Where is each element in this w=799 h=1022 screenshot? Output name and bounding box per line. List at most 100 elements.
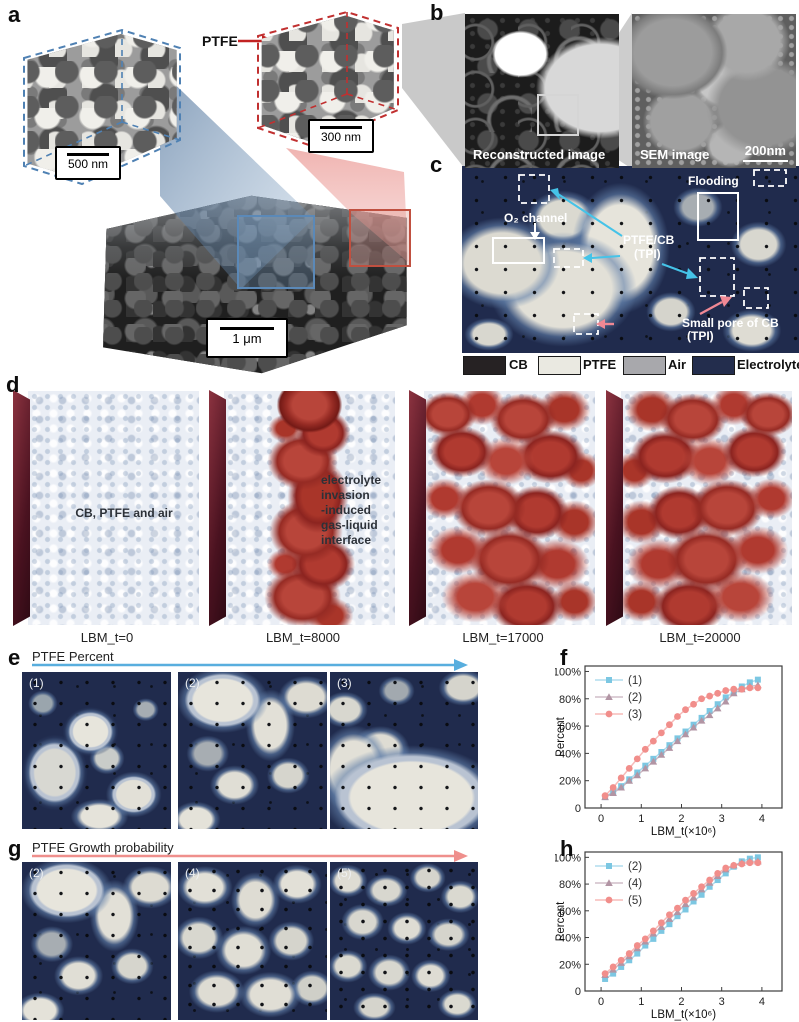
percent-chart-h: 0 1 2 3 4 0 20% 40% 60% 80% 100% LBM_t(×10⁶) Percent…	[555, 851, 783, 1021]
image-tag: (2)	[29, 866, 44, 880]
phase-legend: CB PTFE Air Electrolyte	[462, 355, 799, 375]
svg-text:(2): (2)	[628, 861, 642, 873]
panel-a-label: a	[8, 2, 21, 27]
ptfe-cb-label: PTFE/CB	[623, 233, 675, 247]
lbm-note: electrolyte invasion -induced gas-liquid…	[321, 473, 382, 547]
lbm-frame-t17000: LBM_t=17000	[409, 388, 597, 648]
svg-text:0: 0	[598, 813, 604, 825]
ptfe-label: PTFE	[583, 357, 617, 372]
microstructure-image-g2: (2)	[22, 862, 171, 1020]
image-tag: (3)	[337, 676, 352, 690]
svg-text:4: 4	[759, 996, 765, 1008]
svg-text:100%: 100%	[555, 666, 581, 678]
lbm-caption: LBM_t=17000	[462, 630, 544, 645]
svg-text:20%: 20%	[559, 959, 581, 971]
scalebar-1um: 1 μm	[206, 318, 288, 358]
inlet-wall	[209, 390, 226, 626]
microstructure-image-g4: (4)	[178, 862, 327, 1020]
svg-text:(3): (3)	[628, 709, 642, 721]
svg-text:(2): (2)	[628, 692, 642, 704]
panel-f-label: f	[560, 645, 568, 670]
lbm-caption: LBM_t=20000	[659, 630, 741, 645]
electrolyte-label: Electrolyte	[737, 357, 799, 372]
lbm-volume-texture	[28, 391, 199, 625]
lbm-volume-texture	[621, 391, 792, 625]
lbm-frame-t0: CB, PTFE and air LBM_t=0	[13, 388, 201, 648]
lbm-volume-texture	[224, 391, 395, 625]
svg-text:Percent: Percent	[555, 716, 567, 756]
electrolyte-swatch	[692, 356, 735, 375]
svg-text:1: 1	[638, 996, 644, 1008]
scalebar-label: 1 μm	[232, 330, 262, 346]
inlet-wall	[606, 390, 623, 626]
svg-text:2: 2	[678, 996, 684, 1008]
reconstructed-image-caption: Reconstructed image	[473, 147, 606, 162]
svg-text:3: 3	[719, 996, 725, 1008]
gray-wedge-to-panel-b	[402, 13, 465, 169]
growth-probability-arrow	[32, 850, 468, 862]
image-tag: (5)	[337, 866, 352, 880]
svg-text:LBM_t(×10⁶): LBM_t(×10⁶)	[651, 826, 716, 838]
microstructure-image-3: (3)	[330, 672, 478, 829]
svg-text:4: 4	[759, 813, 765, 825]
scalebar-line	[220, 327, 274, 330]
scalebar-line	[66, 153, 110, 156]
microstructure-image-1: (1)	[22, 672, 171, 829]
ptfe-swatch	[538, 356, 581, 375]
electrolyte-blobs	[621, 391, 792, 625]
cb-swatch	[463, 356, 506, 375]
region-indicator-box	[537, 94, 579, 136]
lbm-caption: LBM_t=8000	[265, 630, 341, 645]
inlet-wall	[13, 390, 30, 626]
svg-text:1: 1	[638, 813, 644, 825]
panel-b-label: b	[430, 0, 444, 25]
percent-chart-f: 0 1 2 3 4 0 20% 40% 60% 80% 100% LBM_t(×10⁶) Percent…	[555, 665, 783, 838]
panel-g-label: g	[8, 836, 22, 861]
image-tag: (4)	[185, 866, 200, 880]
lbm-note: CB, PTFE and air	[75, 506, 173, 520]
microstructure-image-2: (2)	[178, 672, 327, 829]
reconstructed-image: Reconstructed image	[465, 14, 619, 168]
image-tag: (2)	[185, 676, 200, 690]
svg-text:100%: 100%	[555, 852, 581, 864]
flooding-label: Flooding	[688, 174, 739, 188]
svg-text:2: 2	[678, 813, 684, 825]
scalebar-500nm: 500 nm	[55, 146, 121, 180]
small-pore-label: Small pore of CB	[682, 316, 779, 330]
panel-d-label: d	[6, 372, 20, 397]
svg-text:LBM_t(×10⁶): LBM_t(×10⁶)	[651, 1009, 716, 1021]
svg-text:0: 0	[575, 803, 581, 815]
svg-text:(1): (1)	[628, 675, 642, 687]
lbm-frame-t8000: electrolyte invasion -induced gas-liquid…	[209, 388, 397, 648]
panel-e-label: e	[8, 645, 21, 670]
scalebar-line	[319, 126, 363, 129]
ptfe-percent-arrow	[32, 659, 468, 671]
panel-c-label: c	[430, 152, 443, 177]
tpi-label: (TPI)	[634, 247, 661, 261]
lbm-volume-texture	[424, 391, 595, 625]
svg-text:3: 3	[719, 813, 725, 825]
inlet-wall	[409, 390, 426, 626]
svg-text:60%: 60%	[559, 906, 581, 918]
ptfe-label: PTFE	[202, 33, 238, 49]
sem-image-caption: SEM image	[640, 147, 710, 162]
sem-scalebar-200nm: 200nm	[742, 143, 788, 162]
air-swatch	[623, 356, 666, 375]
growth-probability-title: PTFE Growth probability	[32, 840, 174, 855]
microstructure-image-g5: (5)	[330, 862, 478, 1020]
svg-text:Percent: Percent	[555, 901, 567, 941]
air-label: Air	[668, 357, 687, 372]
cb-label: CB	[509, 357, 528, 372]
image-tag: (1)	[29, 676, 44, 690]
svg-text:(5): (5)	[628, 895, 642, 907]
svg-text:80%: 80%	[559, 879, 581, 891]
svg-text:20%: 20%	[559, 776, 581, 788]
ptfe-percent-title: PTFE Percent	[32, 649, 114, 664]
tpi-label: (TPI)	[687, 329, 714, 343]
electrolyte-blobs	[224, 391, 395, 625]
svg-text:0: 0	[575, 986, 581, 998]
svg-text:0: 0	[598, 996, 604, 1008]
svg-text:40%: 40%	[559, 933, 581, 945]
lbm-frame-t20000: LBM_t=20000	[606, 388, 794, 648]
